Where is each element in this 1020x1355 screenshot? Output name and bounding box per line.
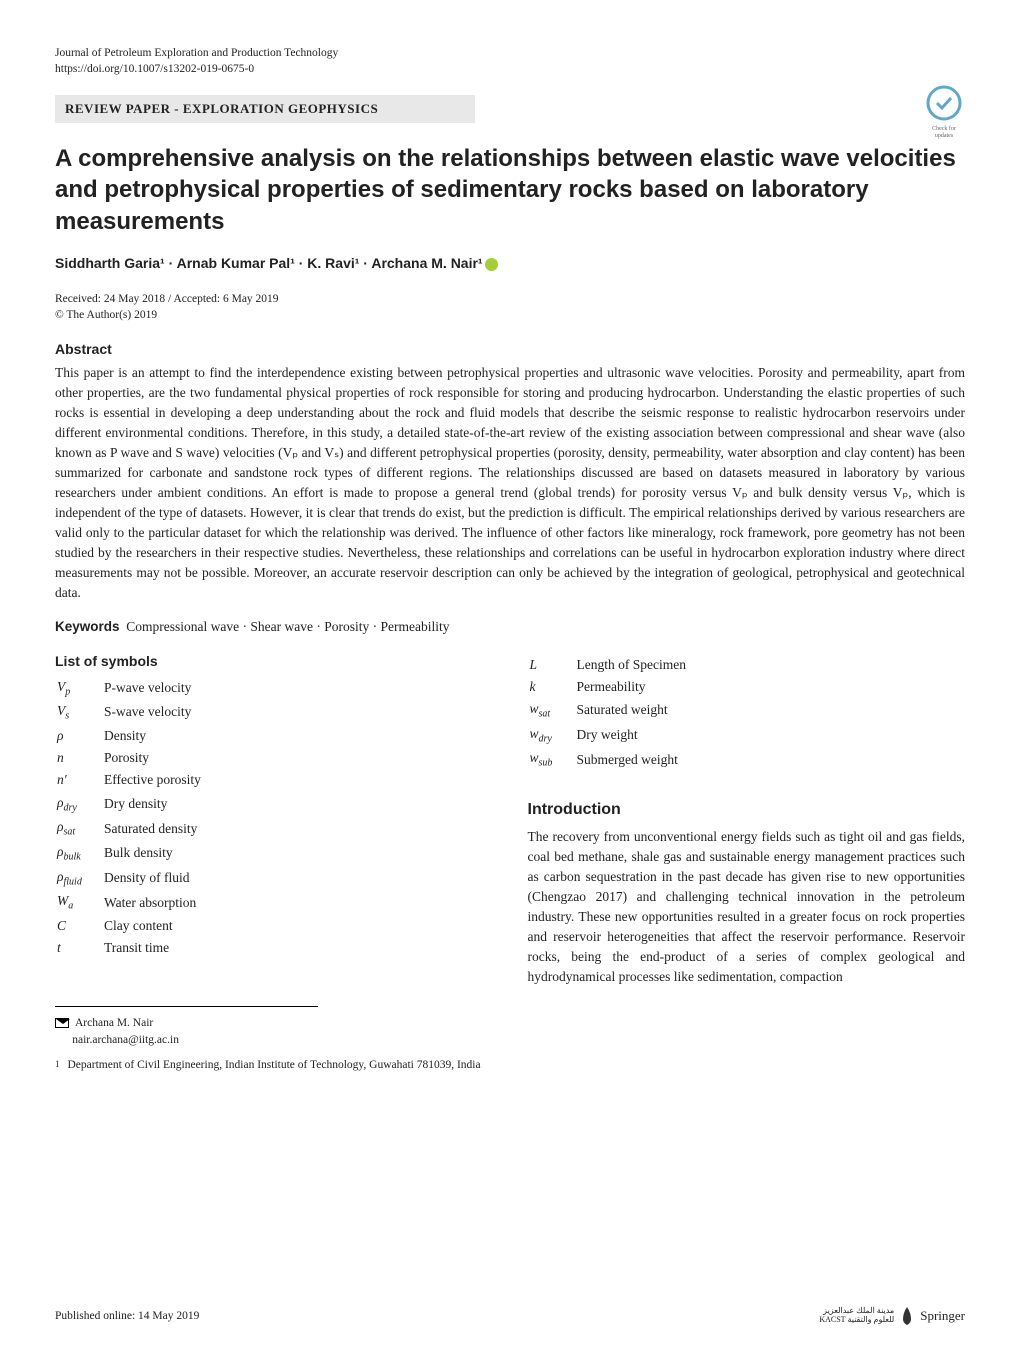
copyright: © The Author(s) 2019 [55, 307, 965, 323]
article-dates: Received: 24 May 2018 / Accepted: 6 May … [55, 291, 965, 323]
paper-title: A comprehensive analysis on the relation… [55, 143, 965, 237]
corresponding-author: Archana M. Nair [75, 1017, 153, 1029]
page-footer: Published online: 14 May 2019 مدينة المل… [55, 1305, 965, 1327]
springer-icon [898, 1305, 916, 1327]
symbol-row: n′Effective porosity [57, 770, 491, 790]
keywords-values: Compressional wave · Shear wave · Porosi… [126, 619, 449, 634]
category-bar: REVIEW PAPER - EXPLORATION GEOPHYSICS [55, 95, 475, 123]
arabic-text: مدينة الملك عبدالعزيزKACST للعلوم والتقن… [819, 1307, 894, 1325]
symbol-row: ρDensity [57, 726, 491, 746]
symbol-row: ρfluidDensity of fluid [57, 867, 491, 890]
symbols-table-left: VpP-wave velocity VsS-wave velocity ρDen… [55, 675, 493, 961]
symbol-row: ρbulkBulk density [57, 842, 491, 865]
symbols-heading: List of symbols [55, 653, 493, 669]
symbols-table-right: LLength of Specimen kPermeability wsatSa… [528, 653, 966, 774]
publisher-name: Springer [920, 1308, 965, 1324]
symbol-row: VsS-wave velocity [57, 701, 491, 724]
symbol-row: VpP-wave velocity [57, 677, 491, 700]
affiliation-text: Department of Civil Engineering, Indian … [68, 1059, 481, 1071]
symbol-row: ρdryDry density [57, 793, 491, 816]
symbol-row: CClay content [57, 916, 491, 936]
envelope-icon [55, 1018, 69, 1028]
symbol-row: wsubSubmerged weight [530, 748, 964, 771]
orcid-icon[interactable] [485, 258, 498, 271]
keywords-label: Keywords [55, 619, 120, 634]
symbol-row: ρsatSaturated density [57, 817, 491, 840]
symbol-row: kPermeability [530, 677, 964, 697]
correspondence-block: Archana M. Nair nair.archana@iitg.ac.in [55, 1006, 318, 1050]
authors: Siddharth Garia¹ · Arnab Kumar Pal¹ · K.… [55, 255, 965, 271]
svg-text:Check for: Check for [932, 125, 956, 132]
check-updates-badge[interactable]: Check for updates [923, 85, 965, 140]
symbol-row: tTransit time [57, 938, 491, 958]
keywords-line: Keywords Compressional wave · Shear wave… [55, 619, 965, 635]
check-updates-icon: Check for updates [923, 85, 965, 140]
published-online: Published online: 14 May 2019 [55, 1310, 199, 1322]
affiliation-number: 1 [55, 1059, 60, 1071]
symbol-row: WaWater absorption [57, 891, 491, 914]
introduction-text: The recovery from unconventional energy … [528, 827, 966, 987]
journal-name: Journal of Petroleum Exploration and Pro… [55, 45, 965, 61]
corresponding-email[interactable]: nair.archana@iitg.ac.in [72, 1034, 179, 1046]
received-accepted: Received: 24 May 2018 / Accepted: 6 May … [55, 291, 965, 307]
author-list: Siddharth Garia¹ · Arnab Kumar Pal¹ · K.… [55, 255, 483, 271]
symbol-row: nPorosity [57, 748, 491, 768]
abstract-heading: Abstract [55, 341, 965, 357]
abstract-text: This paper is an attempt to find the int… [55, 363, 965, 603]
affiliation: 1 Department of Civil Engineering, India… [55, 1059, 493, 1071]
publisher-logo: مدينة الملك عبدالعزيزKACST للعلوم والتقن… [819, 1305, 965, 1327]
symbol-row: wdryDry weight [530, 724, 964, 747]
svg-text:updates: updates [935, 133, 954, 139]
doi[interactable]: https://doi.org/10.1007/s13202-019-0675-… [55, 61, 965, 77]
symbol-row: wsatSaturated weight [530, 699, 964, 722]
symbol-row: LLength of Specimen [530, 655, 964, 675]
introduction-heading: Introduction [528, 801, 966, 819]
